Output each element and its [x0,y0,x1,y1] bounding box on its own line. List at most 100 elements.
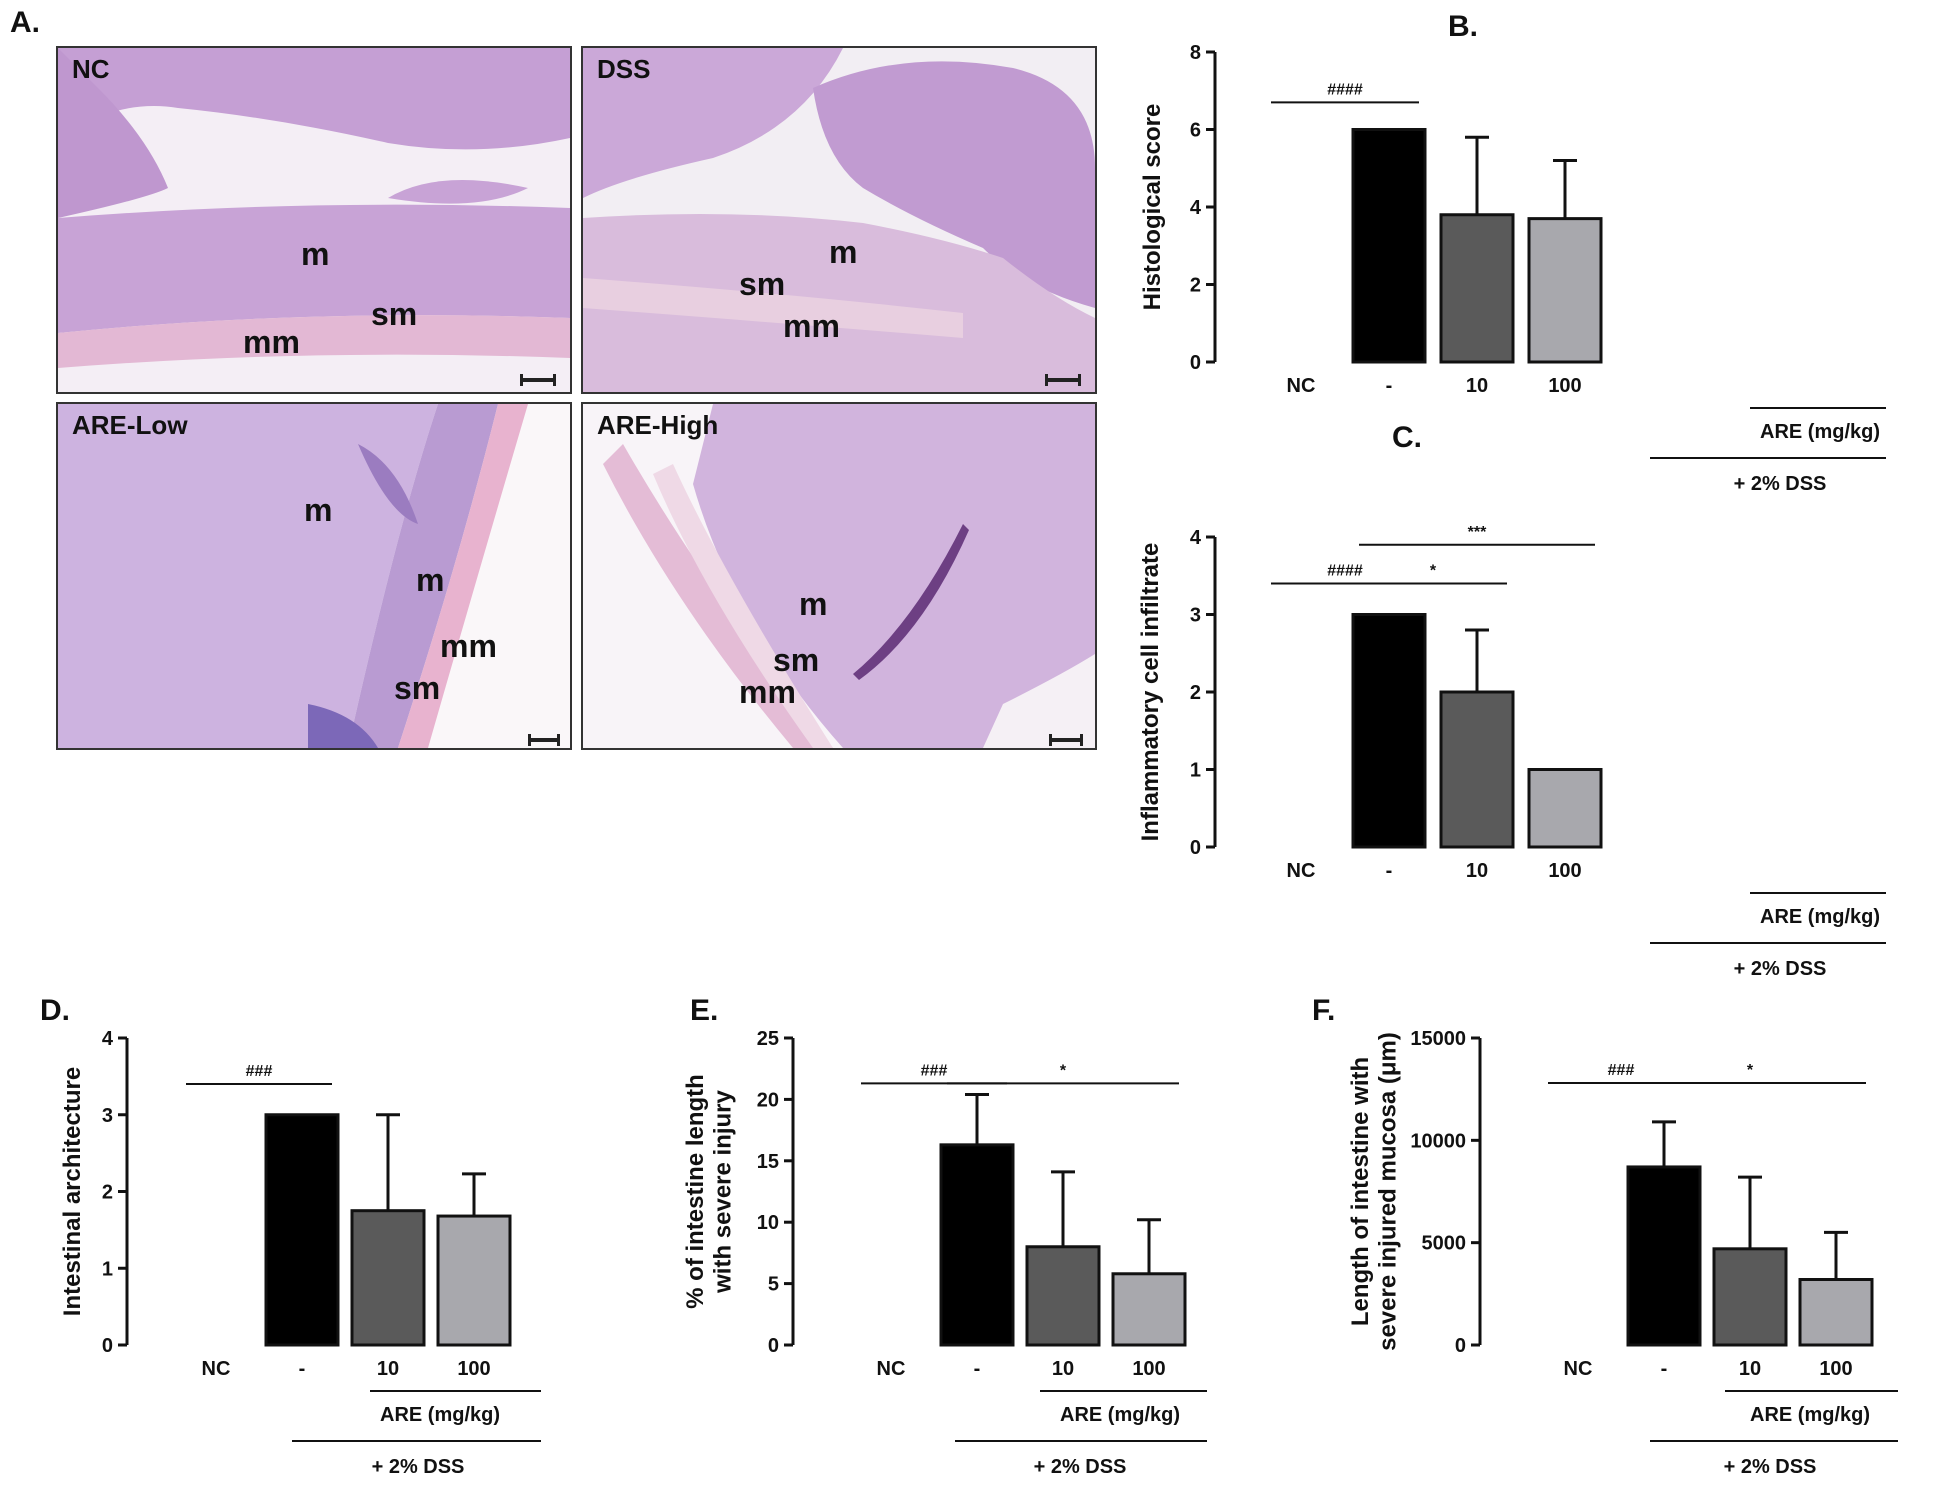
x-tick-label: - [1661,1358,1668,1380]
x-tick-label: - [299,1358,306,1380]
layer-label-sm: sm [773,642,820,678]
tissue-image [583,404,1095,748]
micrograph-dss: DSS m sm mm [581,46,1097,394]
y-tick-label: 15000 [1410,1028,1466,1050]
bar [1798,1278,1874,1347]
layer-label-mm: mm [243,324,300,360]
group-label: ARE (mg/kg) [1750,1404,1870,1426]
treatment-label: + 2% DSS [372,1456,465,1478]
significance-label: #### [1327,563,1363,580]
y-tick-label: 4 [1190,527,1202,549]
micrograph-title: ARE-High [597,410,719,440]
y-axis-label: Intestinal architecture [59,1067,86,1316]
x-tick-label: 100 [1819,1358,1852,1380]
layer-label-mm: mm [783,308,840,344]
panel-letter: F. [1312,994,1335,1027]
panel-letter: B. [1448,10,1478,43]
scale-bar [520,374,556,386]
bar [939,1143,1015,1347]
group-label: ARE (mg/kg) [1760,906,1880,928]
y-tick-label: 4 [1190,197,1202,219]
y-tick-label: 2 [1190,682,1201,704]
panel-letter: E. [690,994,718,1027]
micrograph-title: ARE-Low [72,410,188,440]
x-tick-label: 10 [1739,1358,1761,1380]
bar [1025,1245,1101,1347]
bar [264,1113,340,1347]
significance-label: #### [1327,81,1363,98]
significance-label: ### [246,1063,273,1080]
y-tick-label: 5000 [1422,1233,1467,1255]
x-tick-label: NC [202,1358,231,1380]
layer-label-mm: mm [440,628,497,664]
significance-label: *** [1468,524,1487,541]
layer-label-m: m [301,236,330,272]
group-label: ARE (mg/kg) [1060,1404,1180,1426]
significance-label: ### [921,1062,948,1079]
y-tick-label: 0 [102,1335,113,1357]
x-tick-label: 10 [1466,860,1488,882]
y-tick-label: 8 [1190,42,1201,64]
panel-letter: D. [40,994,70,1027]
x-tick-label: 100 [1548,860,1581,882]
treatment-label: + 2% DSS [1034,1456,1127,1478]
scale-bar [1049,734,1083,746]
tissue-image [583,48,1095,392]
micrograph-title: NC [72,54,110,84]
micrograph-nc: NC m sm mm [56,46,572,394]
x-tick-label: - [974,1358,981,1380]
bar [1439,690,1515,849]
micrograph-are-high: ARE-High m sm mm [581,402,1097,750]
panel-letter: C. [1392,421,1422,454]
bar [350,1209,426,1347]
scale-bar [528,734,560,746]
y-axis-label: % of intestine lengthwith severe injury [682,1074,737,1309]
y-axis-label: Inflammatory cell infiltrate [1137,543,1164,842]
x-tick-label: NC [1287,860,1316,882]
y-axis-label: Length of intestine withsevere injured m… [1347,1032,1402,1351]
y-tick-label: 0 [768,1335,779,1357]
layer-label-m: m [799,586,828,622]
bar [1351,128,1427,364]
bar [1439,213,1515,364]
y-tick-label: 2 [102,1182,113,1204]
significance-label: ### [1608,1062,1635,1079]
significance-label: * [1430,563,1437,580]
layer-label-m: m [304,492,333,528]
bar [1351,613,1427,849]
x-tick-label: NC [1564,1358,1593,1380]
bar [436,1214,512,1347]
y-tick-label: 25 [757,1028,779,1050]
y-tick-label: 0 [1190,837,1201,859]
x-tick-label: 100 [1132,1358,1165,1380]
y-tick-label: 0 [1190,352,1201,374]
y-tick-label: 4 [102,1028,114,1050]
group-label: ARE (mg/kg) [380,1404,500,1426]
y-tick-label: 1 [1190,760,1201,782]
x-tick-label: - [1386,375,1393,397]
group-label: ARE (mg/kg) [1760,421,1880,443]
bar [1626,1165,1702,1347]
x-tick-label: NC [877,1358,906,1380]
x-tick-label: 10 [1466,375,1488,397]
bar [1111,1272,1187,1347]
y-tick-label: 3 [1190,605,1201,627]
significance-label: * [1060,1062,1067,1079]
x-tick-label: 10 [377,1358,399,1380]
x-tick-label: 100 [1548,375,1581,397]
layer-label-mm: mm [739,674,796,710]
tissue-image [58,48,570,392]
y-axis-label: Histological score [1139,104,1166,311]
layer-label-m: m [829,234,858,270]
scale-bar [1045,374,1081,386]
y-tick-label: 10000 [1410,1130,1466,1152]
x-tick-label: 10 [1052,1358,1074,1380]
y-tick-label: 15 [757,1151,779,1173]
layer-label-sm: sm [394,670,441,706]
treatment-label: + 2% DSS [1724,1456,1817,1478]
y-tick-label: 5 [768,1274,779,1296]
panel-letter-a: A. [10,6,40,39]
y-tick-label: 0 [1455,1335,1466,1357]
y-tick-label: 20 [757,1089,779,1111]
